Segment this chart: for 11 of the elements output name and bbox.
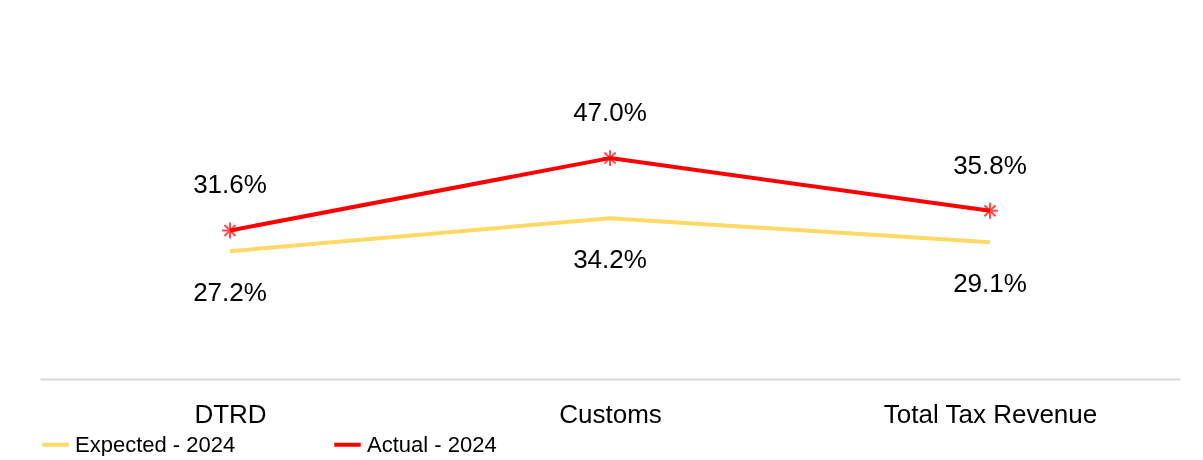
data-label: 35.8% [953,149,1027,180]
x-tick-label: Total Tax Revenue [883,398,1098,429]
data-label: 47.0% [573,97,647,128]
legend-label: Actual - 2024 [367,431,497,457]
data-label: 34.2% [573,244,647,275]
legend-label: Expected - 2024 [75,431,236,457]
data-label: 29.1% [953,268,1027,299]
data-label: 31.6% [193,169,267,200]
x-tick-label: Customs [559,398,662,429]
data-label: 27.2% [193,277,267,308]
x-tick-label: DTRD [194,398,267,429]
